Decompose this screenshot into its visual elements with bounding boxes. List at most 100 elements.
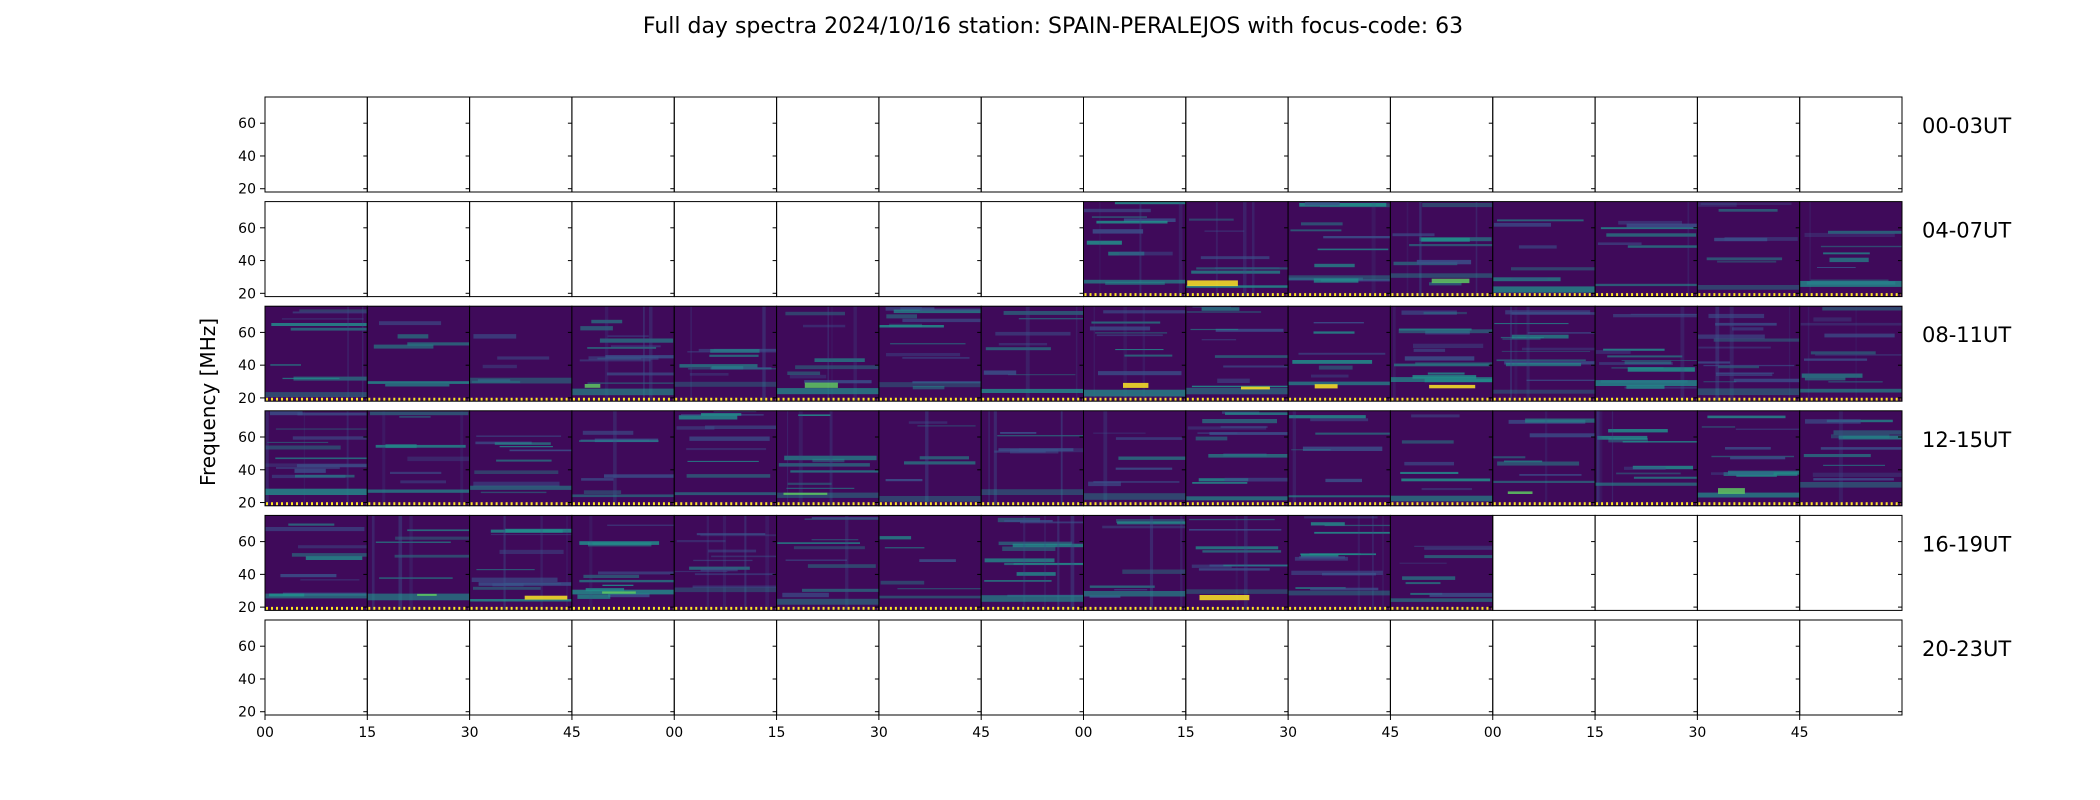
spectra-row-00-03UT: 20 40 60 00-03UT — [238, 96, 2011, 198]
y-tick-label: 20 — [238, 705, 256, 721]
y-tick-label: 20 — [238, 600, 256, 616]
spectrum-panel — [366, 305, 471, 402]
x-tick-label: 00 — [665, 725, 683, 741]
spectrum-panel — [1287, 410, 1391, 507]
spectrum-panel — [980, 305, 1085, 402]
spectrum-panel — [673, 96, 778, 193]
y-tick-label: 60 — [238, 325, 256, 341]
spectrum-panel — [1287, 305, 1391, 402]
spectrum-panel — [469, 514, 573, 611]
spectrum-panel — [1083, 305, 1187, 402]
spectrum-panel — [878, 410, 982, 507]
spectrum-panel — [776, 410, 880, 507]
spectrum-panel — [571, 619, 675, 716]
spectrum-panel — [1799, 514, 1903, 611]
y-tick-label: 60 — [238, 430, 256, 446]
spectrum-panel — [1083, 201, 1187, 298]
x-tick-label: 30 — [461, 725, 479, 741]
spectrum-panel — [1696, 619, 1801, 716]
spectrum-panel — [1799, 201, 1903, 298]
y-tick-label: 20 — [238, 391, 256, 407]
spectrum-panel — [1799, 305, 1903, 402]
spectrum-panel — [1696, 514, 1801, 611]
spectrum-panel — [878, 305, 982, 402]
row-label: 08-11UT — [1922, 323, 2011, 347]
spectrum-panel — [1492, 619, 1596, 716]
x-tick-label: 45 — [1791, 725, 1809, 741]
spectrum-panel — [1287, 96, 1391, 193]
spectrum-panel — [1492, 96, 1596, 193]
spectrum-panel — [878, 514, 982, 611]
spectrum-panel — [878, 96, 982, 193]
spectrum-panel — [1492, 305, 1596, 402]
spectrum-panel — [776, 514, 880, 611]
spectrum-panel — [264, 96, 368, 193]
spectrum-panel — [264, 410, 368, 507]
x-tick-label: 45 — [972, 725, 990, 741]
spectra-row-04-07UT: 20 40 60 04-07UT — [238, 201, 2011, 302]
spectrum-panel — [1696, 201, 1801, 298]
spectrum-panel — [571, 96, 675, 193]
spectrum-panel — [469, 410, 573, 507]
spectrum-panel — [673, 305, 778, 402]
spectrum-panel — [469, 96, 573, 193]
y-tick-label: 60 — [238, 221, 256, 237]
spectrum-panel — [469, 619, 573, 716]
spectrum-panel — [1389, 410, 1494, 507]
spectrum-panel — [1799, 96, 1903, 193]
y-tick-label: 20 — [238, 182, 256, 198]
spectra-row-12-15UT: 20 40 60 12-15UT — [238, 410, 2011, 512]
x-tick-label: 00 — [256, 725, 274, 741]
y-axis-label: Frequency [MHz] — [196, 318, 220, 486]
spectrum-panel — [1594, 514, 1698, 611]
x-tick-label: 45 — [1382, 725, 1400, 741]
spectrum-panel — [1389, 96, 1494, 193]
spectrum-panel — [1185, 305, 1289, 402]
spectrum-panel — [1594, 96, 1698, 193]
spectrum-panel — [1696, 410, 1801, 507]
spectrum-panel — [980, 410, 1085, 507]
spectrum-panel — [673, 619, 778, 716]
spectrum-panel — [1799, 619, 1903, 716]
x-tick-label: 15 — [358, 725, 376, 741]
x-tick-label: 15 — [768, 725, 786, 741]
spectrum-panel — [673, 410, 778, 507]
spectrum-panel — [1287, 514, 1391, 611]
x-tick-label: 30 — [1688, 725, 1706, 741]
y-tick-label: 60 — [238, 535, 256, 551]
spectrum-panel — [1389, 619, 1494, 716]
spectrum-panel — [1389, 514, 1494, 611]
spectrum-panel — [1185, 514, 1289, 611]
figure-title: Full day spectra 2024/10/16 station: SPA… — [643, 14, 1463, 39]
spectrum-panel — [673, 201, 778, 298]
spectrum-panel — [469, 305, 573, 402]
spectrum-panel — [1083, 619, 1187, 716]
spectra-row-08-11UT: 20 40 60 08-11UT — [238, 305, 2011, 407]
spectrum-panel — [980, 201, 1085, 298]
spectrum-panel — [878, 201, 982, 298]
spectrum-panel — [571, 305, 675, 402]
spectrum-panel — [264, 201, 368, 298]
spectrum-panel — [673, 514, 778, 611]
y-tick-label: 40 — [238, 567, 256, 583]
spectrum-panel — [1594, 305, 1698, 402]
y-tick-label: 40 — [238, 463, 256, 479]
row-label: 16-19UT — [1922, 532, 2011, 556]
spectrum-panel — [366, 514, 471, 611]
spectrum-panel — [1696, 96, 1801, 193]
spectrum-panel — [980, 514, 1085, 611]
row-label: 20-23UT — [1922, 637, 2011, 661]
spectrum-panel — [366, 410, 471, 507]
spectrum-panel — [1083, 514, 1187, 611]
x-tick-label: 15 — [1177, 725, 1195, 741]
spectrum-panel — [264, 305, 368, 402]
y-tick-label: 40 — [238, 254, 256, 270]
y-tick-label: 40 — [238, 358, 256, 374]
y-tick-label: 60 — [238, 639, 256, 655]
spectrum-panel — [366, 201, 471, 298]
spectrum-panel — [1696, 305, 1801, 402]
spectrum-panel — [366, 96, 471, 193]
spectrum-panel — [1287, 619, 1391, 716]
